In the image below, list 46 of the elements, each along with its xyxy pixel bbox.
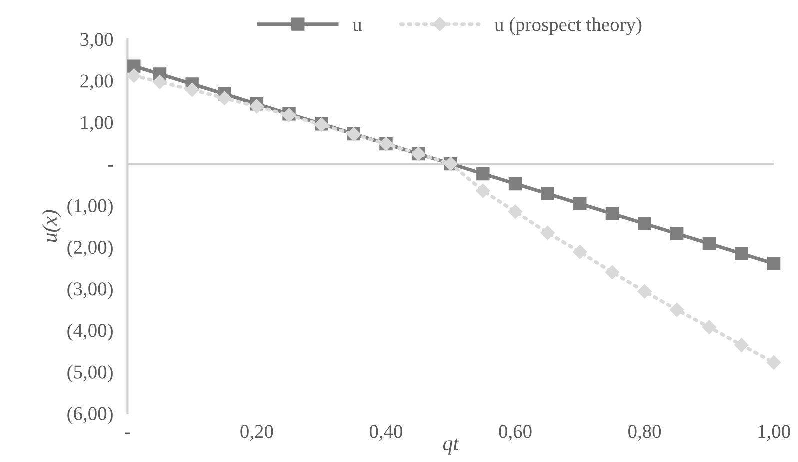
point xyxy=(638,284,652,299)
legend-label: u xyxy=(352,22,362,32)
x-tick-label: 1,00 xyxy=(758,425,790,442)
point xyxy=(735,247,748,260)
y-tick-label: (1,00) xyxy=(68,198,113,216)
point xyxy=(702,320,716,334)
y-axis-title: u(x) xyxy=(42,210,62,242)
point xyxy=(476,167,490,181)
point xyxy=(573,245,588,260)
y-tick-label: (5,00) xyxy=(68,365,113,383)
x-tick-label: 0,40 xyxy=(370,425,403,442)
x-tick-label: - xyxy=(125,432,130,434)
x-tick-label: 0,80 xyxy=(628,425,662,442)
y-tick-label: 1,00 xyxy=(81,116,114,132)
point xyxy=(766,356,782,370)
point xyxy=(476,184,490,198)
y-tick-label: - xyxy=(108,165,114,167)
point xyxy=(250,100,264,114)
point xyxy=(606,207,620,221)
point xyxy=(605,265,620,280)
x-axis-title: qt xyxy=(443,438,460,455)
point xyxy=(670,302,684,318)
point xyxy=(508,177,522,191)
y-tick-label: (4,00) xyxy=(68,324,113,342)
x-tick-label: 0,20 xyxy=(240,425,274,442)
point xyxy=(540,226,555,240)
point xyxy=(127,68,142,83)
point xyxy=(185,82,200,98)
x-tick-label: 0,60 xyxy=(499,425,532,442)
point xyxy=(541,187,554,201)
y-tick-label: (2,00) xyxy=(68,240,113,258)
point xyxy=(638,217,652,230)
legend-label: u (prospect theory) xyxy=(494,18,642,36)
point xyxy=(218,91,232,106)
point xyxy=(152,75,168,90)
point xyxy=(767,257,781,270)
point xyxy=(702,237,716,250)
point xyxy=(670,227,684,240)
point xyxy=(734,338,749,352)
point xyxy=(574,197,587,211)
y-tick-label: (3,00) xyxy=(68,282,113,300)
point xyxy=(128,60,141,73)
y-tick-label: 2,00 xyxy=(80,74,114,91)
y-tick-label: (6,00) xyxy=(68,406,113,424)
y-tick-label: 3,00 xyxy=(80,33,114,50)
point xyxy=(508,204,523,219)
